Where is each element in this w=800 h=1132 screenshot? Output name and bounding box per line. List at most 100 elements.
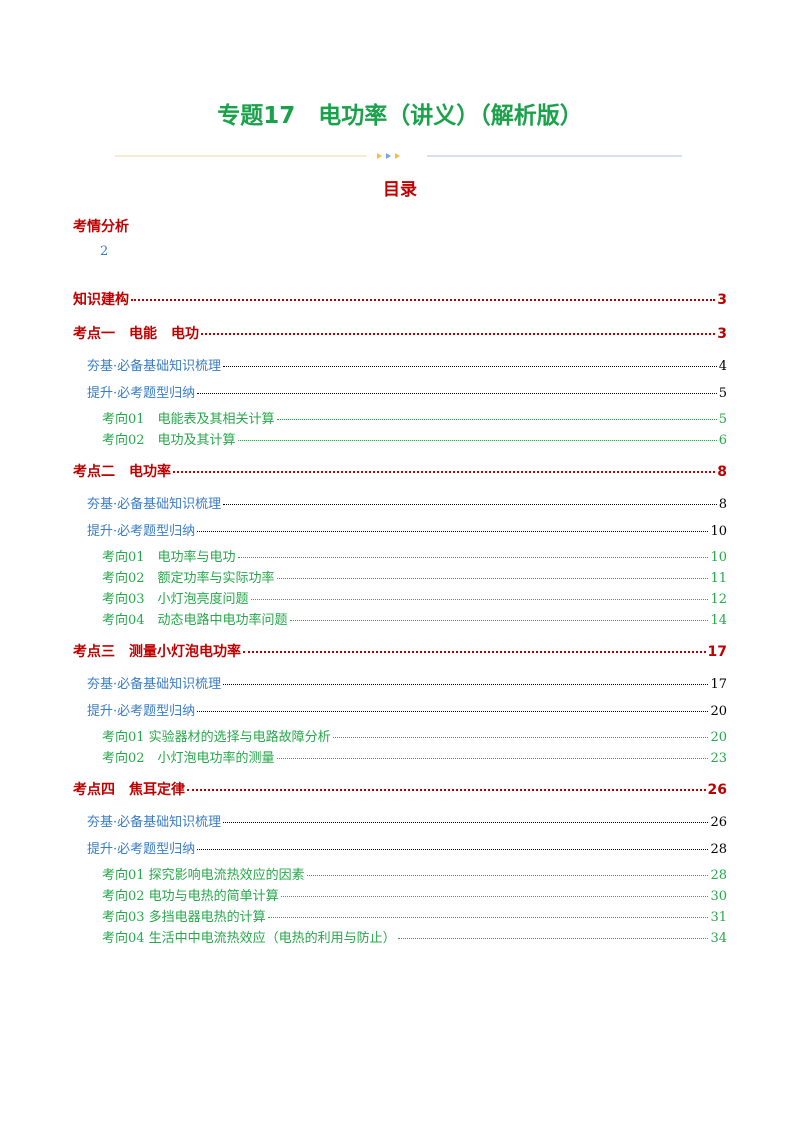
toc-entry-text: 夯基·必备基础知识梳理 (87, 677, 222, 692)
toc-entry-page: 28 (710, 868, 727, 883)
dot-leader (276, 758, 709, 759)
dot-leader (332, 737, 709, 738)
toc-entry-page: 5 (718, 386, 727, 401)
toc-entry: 考向02 额定功率与实际功率 11 (73, 569, 727, 590)
dot-leader (237, 557, 709, 558)
toc-entry: 考点一 电能 电功 3 (73, 322, 727, 356)
divider (115, 153, 682, 159)
dot-leader (276, 578, 709, 579)
toc-entry: 夯基·必备基础知识梳理 8 (73, 494, 727, 521)
toc-entry-page: 26 (707, 782, 727, 798)
toc-entry-page: 30 (710, 889, 727, 904)
toc-entry-text: 考向01 电功率与电功 (102, 550, 236, 565)
toc-entry-text: 考向02 电功及其计算 (102, 433, 236, 448)
dot-leader (306, 875, 709, 876)
dot-leader (397, 938, 709, 939)
spacer (73, 770, 727, 778)
toc-entry-page: 34 (710, 931, 727, 946)
toc-entry: 考向03 多挡电器电热的计算 31 (73, 908, 727, 929)
toc-entry-page: 26 (710, 815, 727, 830)
toc-entry: 知识建构 3 (73, 288, 727, 322)
dot-leader (267, 917, 709, 918)
toc-analysis-page: 2 (100, 244, 109, 259)
toc-entry: 考点四 焦耳定律 26 (73, 778, 727, 812)
toc-entry: 考点二 电功率 8 (73, 460, 727, 494)
dot-leader (131, 299, 716, 301)
toc-entry-page: 10 (710, 524, 727, 539)
toc-entry-page: 5 (718, 412, 727, 427)
dot-leader (173, 471, 716, 473)
toc-entry: 考向01 实验器材的选择与电路故障分析 20 (73, 728, 727, 749)
toc-entry: 夯基·必备基础知识梳理 26 (73, 812, 727, 839)
toc-entry-page: 6 (718, 433, 727, 448)
dot-leader (197, 849, 709, 850)
toc-entry-text: 考向02 额定功率与实际功率 (102, 571, 275, 586)
dot-leader (201, 333, 716, 335)
toc-entry-text: 考点三 测量小灯泡电功率 (73, 644, 241, 660)
dot-leader (197, 393, 717, 394)
toc-entry-page: 3 (717, 326, 727, 342)
toc-entry: 夯基·必备基础知识梳理 4 (73, 356, 727, 383)
toc-entry-text: 提升·必考题型归纳 (87, 704, 196, 719)
dot-leader (289, 620, 709, 621)
toc-entry-text: 考点二 电功率 (73, 464, 171, 480)
toc-entry-page: 10 (710, 550, 727, 565)
toc-entry: 考向02 小灯泡电功率的测量 23 (73, 749, 727, 770)
toc-entry-page: 17 (710, 677, 727, 692)
spacer (73, 452, 727, 460)
toc-entry-page: 17 (707, 644, 727, 660)
toc-entry-page: 28 (710, 842, 727, 857)
spacer (73, 632, 727, 640)
dot-leader (223, 366, 717, 367)
dot-leader (276, 419, 717, 420)
toc-entry: 提升·必考题型归纳 28 (73, 839, 727, 866)
toc-entry: 夯基·必备基础知识梳理 17 (73, 674, 727, 701)
toc-entry-page: 12 (710, 592, 727, 607)
toc-entry-page: 8 (718, 497, 727, 512)
dot-leader (237, 440, 717, 441)
dot-leader (223, 822, 709, 823)
toc-entry-text: 考向01 探究影响电流热效应的因素 (102, 868, 305, 883)
toc-entry-text: 知识建构 (73, 292, 129, 308)
toc-entry: 提升·必考题型归纳 10 (73, 521, 727, 548)
toc-entry: 考向02 电功与电热的简单计算 30 (73, 887, 727, 908)
toc-entry: 提升·必考题型归纳 20 (73, 701, 727, 728)
toc-entry-text: 提升·必考题型归纳 (87, 842, 196, 857)
dot-leader (243, 651, 706, 653)
toc-entry-text: 夯基·必备基础知识梳理 (87, 815, 222, 830)
toc-entry-text: 考向01 实验器材的选择与电路故障分析 (102, 730, 331, 745)
toc-entry-text: 夯基·必备基础知识梳理 (87, 359, 222, 374)
toc-entry: 提升·必考题型归纳 5 (73, 383, 727, 410)
toc-entry-text: 提升·必考题型归纳 (87, 386, 196, 401)
toc-entry: 考向02 电功及其计算 6 (73, 431, 727, 452)
toc-entry-text: 考向04 动态电路中电功率问题 (102, 613, 288, 628)
toc-entry-page: 31 (710, 910, 727, 925)
dot-leader (223, 684, 709, 685)
dot-leader (280, 896, 709, 897)
toc-entry-page: 3 (717, 292, 727, 308)
dot-leader (197, 711, 709, 712)
doc-title: 专题17 电功率（讲义）（解析版） (217, 103, 583, 129)
toc-entry-page: 20 (710, 704, 727, 719)
toc-entry-text: 考向03 多挡电器电热的计算 (102, 910, 266, 925)
toc-entry-text: 考向01 电能表及其相关计算 (102, 412, 275, 427)
toc-entry: 考向01 探究影响电流热效应的因素 28 (73, 866, 727, 887)
toc-entry: 考向03 小灯泡亮度问题 12 (73, 590, 727, 611)
toc-entry-page: 8 (717, 464, 727, 480)
toc-heading: 目录 (383, 180, 417, 200)
toc-entry-text: 考点一 电能 电功 (73, 326, 199, 342)
toc-entry: 考向01 电功率与电功 10 (73, 548, 727, 569)
toc-entry-text: 考点四 焦耳定律 (73, 782, 185, 798)
toc-entry-text: 提升·必考题型归纳 (87, 524, 196, 539)
toc-entry-text: 考向03 小灯泡亮度问题 (102, 592, 249, 607)
toc-entry: 考向04 生活中中电流热效应（电热的利用与防止） 34 (73, 929, 727, 950)
toc-entry-page: 14 (710, 613, 727, 628)
toc: 考情分析 2 知识建构 3 考点一 电能 电功 3 夯基·必备基础知识梳理 4 提升·必考题… (73, 216, 727, 958)
toc-entry-text: 夯基·必备基础知识梳理 (87, 497, 222, 512)
toc-analysis: 考情分析 (73, 219, 129, 235)
toc-entry-page: 4 (718, 359, 727, 374)
toc-entry: 考点三 测量小灯泡电功率 17 (73, 640, 727, 674)
toc-entry-text: 考向02 小灯泡电功率的测量 (102, 751, 275, 766)
toc-entry-text: 考向02 电功与电热的简单计算 (102, 889, 279, 904)
